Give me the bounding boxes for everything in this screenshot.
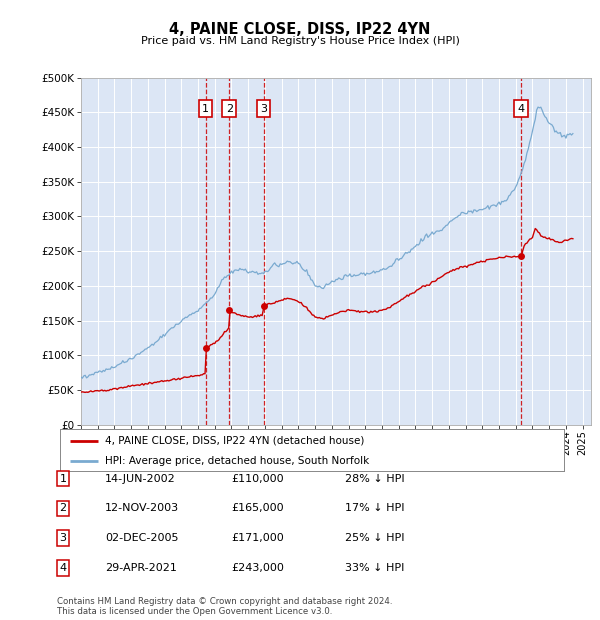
Text: HPI: Average price, detached house, South Norfolk: HPI: Average price, detached house, Sout… — [106, 456, 370, 466]
Text: 4, PAINE CLOSE, DISS, IP22 4YN: 4, PAINE CLOSE, DISS, IP22 4YN — [169, 22, 431, 37]
Text: 2: 2 — [59, 503, 67, 513]
Text: 4, PAINE CLOSE, DISS, IP22 4YN (detached house): 4, PAINE CLOSE, DISS, IP22 4YN (detached… — [106, 436, 365, 446]
Text: 25% ↓ HPI: 25% ↓ HPI — [345, 533, 404, 543]
Text: 14-JUN-2002: 14-JUN-2002 — [105, 474, 176, 484]
Text: 1: 1 — [59, 474, 67, 484]
Text: 4: 4 — [59, 563, 67, 573]
Text: 2: 2 — [226, 104, 233, 113]
Text: 4: 4 — [518, 104, 525, 113]
Text: 1: 1 — [202, 104, 209, 113]
Text: 29-APR-2021: 29-APR-2021 — [105, 563, 177, 573]
Text: £171,000: £171,000 — [231, 533, 284, 543]
Text: 3: 3 — [59, 533, 67, 543]
Text: 17% ↓ HPI: 17% ↓ HPI — [345, 503, 404, 513]
Text: 33% ↓ HPI: 33% ↓ HPI — [345, 563, 404, 573]
Text: 28% ↓ HPI: 28% ↓ HPI — [345, 474, 404, 484]
Text: 12-NOV-2003: 12-NOV-2003 — [105, 503, 179, 513]
Text: Contains HM Land Registry data © Crown copyright and database right 2024.: Contains HM Land Registry data © Crown c… — [57, 597, 392, 606]
Text: 3: 3 — [260, 104, 267, 113]
Text: £243,000: £243,000 — [231, 563, 284, 573]
Text: £165,000: £165,000 — [231, 503, 284, 513]
Text: £110,000: £110,000 — [231, 474, 284, 484]
Text: 02-DEC-2005: 02-DEC-2005 — [105, 533, 179, 543]
Text: This data is licensed under the Open Government Licence v3.0.: This data is licensed under the Open Gov… — [57, 607, 332, 616]
Text: Price paid vs. HM Land Registry's House Price Index (HPI): Price paid vs. HM Land Registry's House … — [140, 36, 460, 46]
